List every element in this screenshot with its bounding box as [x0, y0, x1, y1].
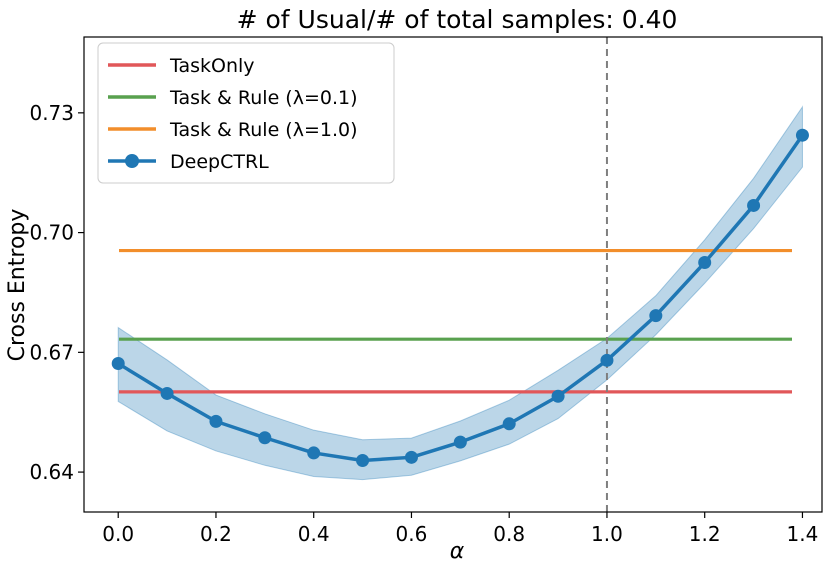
x-tick-label: 0.0	[102, 522, 134, 546]
data-point	[404, 450, 418, 464]
x-tick-label: 0.2	[200, 522, 232, 546]
data-point	[356, 454, 370, 468]
legend-label-task-rule-1-0: Task & Rule (λ=1.0)	[169, 119, 358, 141]
x-tick-label: 0.6	[396, 522, 428, 546]
x-tick-label: 1.0	[591, 522, 623, 546]
x-tick-label: 1.2	[689, 522, 721, 546]
data-point	[600, 353, 614, 367]
data-point	[747, 198, 761, 212]
x-axis-label: α	[450, 539, 465, 564]
data-point	[258, 431, 272, 445]
data-point	[209, 414, 223, 428]
legend-label-deepctrl: DeepCTRL	[170, 151, 269, 173]
data-point	[795, 128, 809, 142]
y-tick-label: 0.70	[29, 221, 74, 245]
series-layer	[111, 128, 809, 468]
data-point	[307, 446, 321, 460]
y-axis-label: Cross Entropy	[5, 209, 30, 362]
y-tick-label: 0.67	[29, 340, 74, 364]
data-point	[111, 357, 125, 371]
x-axis-ticks: 0.0 0.2 0.4 0.6 0.8 1.0 1.2 1.4	[102, 512, 818, 546]
data-point	[502, 417, 516, 431]
confidence-band-deepctrl	[117, 105, 803, 481]
data-point	[160, 386, 174, 400]
data-point	[551, 389, 565, 403]
data-point	[698, 256, 712, 270]
y-tick-label: 0.64	[29, 460, 74, 484]
x-tick-label: 1.4	[787, 522, 819, 546]
plot-area-frame	[83, 36, 823, 513]
legend-label-task-rule-0-1: Task & Rule (λ=0.1)	[169, 87, 358, 109]
legend-marker	[125, 154, 139, 168]
x-tick-label: 0.4	[298, 522, 330, 546]
y-tick-label: 0.73	[29, 101, 74, 125]
confidence-band-layer	[117, 105, 803, 481]
data-point	[649, 309, 663, 323]
legend: TaskOnly Task & Rule (λ=0.1) Task & Rule (…	[97, 42, 395, 184]
data-point	[453, 435, 467, 449]
x-tick-label: 0.8	[493, 522, 525, 546]
chart-title: # of Usual/# of total samples: 0.40	[237, 5, 678, 34]
legend-label-taskonly: TaskOnly	[169, 55, 255, 77]
y-axis-ticks: 0.64 0.67 0.70 0.73	[29, 101, 84, 484]
reference-lines-layer	[119, 248, 792, 394]
legend-box	[97, 42, 395, 184]
